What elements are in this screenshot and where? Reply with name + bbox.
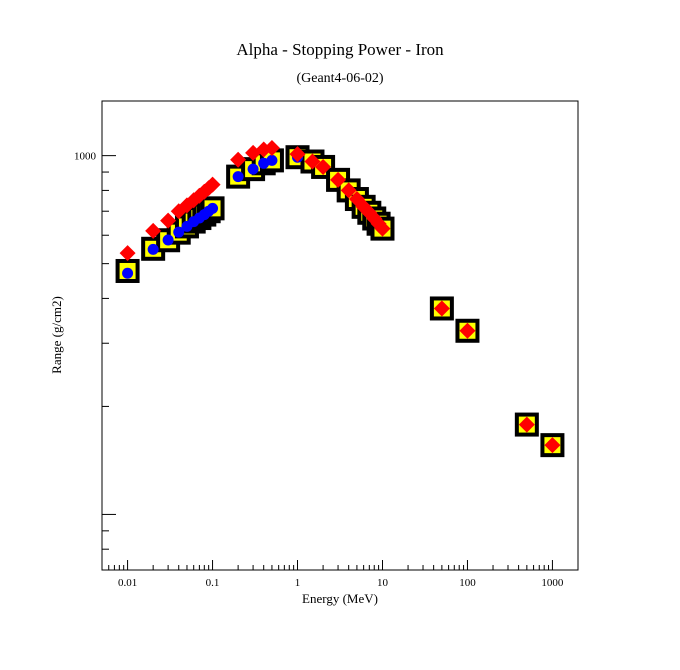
x-tick-label: 0.01	[118, 577, 137, 589]
circle-marker	[232, 171, 244, 183]
diamond-marker	[145, 222, 162, 239]
diamond-marker	[518, 416, 535, 433]
x-axis-label: Energy (MeV)	[302, 591, 378, 606]
circle-marker	[207, 202, 219, 214]
diamond-marker	[459, 322, 476, 339]
x-tick-label: 10	[377, 577, 389, 589]
diamond-marker	[204, 176, 221, 193]
diamond-marker	[263, 140, 280, 157]
diamond-marker	[374, 220, 391, 237]
chart-subtitle: (Geant4-06-02)	[296, 71, 384, 86]
circle-marker	[147, 243, 159, 255]
x-tick-label: 100	[459, 577, 476, 589]
plot-frame	[101, 100, 579, 571]
diamond-marker	[304, 153, 321, 170]
circle-marker	[247, 163, 259, 175]
circle-marker	[162, 234, 174, 246]
axis-ticks: 0.01 0.1 1 10 100 1000 1000	[74, 151, 579, 589]
circle-marker	[266, 154, 278, 166]
diamond-marker	[160, 212, 177, 229]
circle-marker	[122, 267, 134, 279]
diamond-marker	[289, 146, 306, 163]
diamond-marker	[544, 437, 561, 454]
x-tick-label: 0.1	[206, 577, 220, 589]
circle-marker	[173, 226, 185, 238]
diamond-marker	[230, 151, 247, 168]
diamond-marker	[315, 158, 332, 175]
x-tick-label: 1	[295, 577, 301, 589]
diamond-marker	[340, 182, 357, 199]
diamond-marker	[119, 245, 136, 262]
y-tick-label: 1000	[74, 151, 97, 163]
x-tick-label: 1000	[541, 577, 564, 589]
y-axis-label: Range (g/cm2)	[49, 296, 64, 374]
data-points	[115, 140, 565, 458]
diamond-marker	[433, 300, 450, 317]
diamond-marker	[330, 171, 347, 188]
chart-title: Alpha - Stopping Power - Iron	[236, 40, 444, 59]
